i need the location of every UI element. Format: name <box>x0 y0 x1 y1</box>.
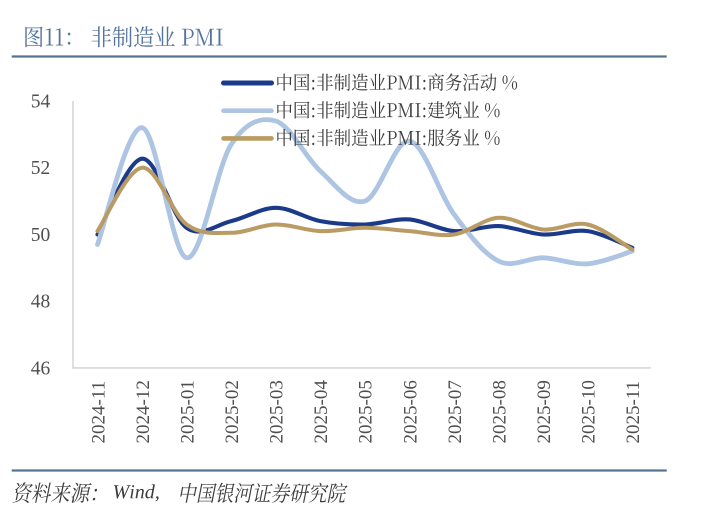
svg-text:2024-11: 2024-11 <box>88 381 109 444</box>
svg-text:2025-05: 2025-05 <box>356 380 377 443</box>
svg-text:52: 52 <box>31 158 51 179</box>
svg-text:2025-02: 2025-02 <box>222 380 243 443</box>
svg-text:2025-09: 2025-09 <box>534 380 555 443</box>
svg-text:48: 48 <box>31 292 51 313</box>
svg-text:2025-01: 2025-01 <box>177 380 198 443</box>
svg-text:2025-04: 2025-04 <box>311 380 332 444</box>
svg-text:2025-11: 2025-11 <box>623 381 644 444</box>
svg-text:2024-12: 2024-12 <box>133 380 154 443</box>
svg-text:2025-08: 2025-08 <box>489 380 510 443</box>
svg-text:46: 46 <box>31 358 51 379</box>
svg-text:54: 54 <box>31 92 51 113</box>
svg-text:2025-03: 2025-03 <box>267 380 288 443</box>
svg-text:2025-07: 2025-07 <box>445 380 466 443</box>
svg-text:2025-06: 2025-06 <box>400 380 421 443</box>
svg-text:2025-10: 2025-10 <box>579 380 600 443</box>
svg-text:50: 50 <box>31 225 51 246</box>
